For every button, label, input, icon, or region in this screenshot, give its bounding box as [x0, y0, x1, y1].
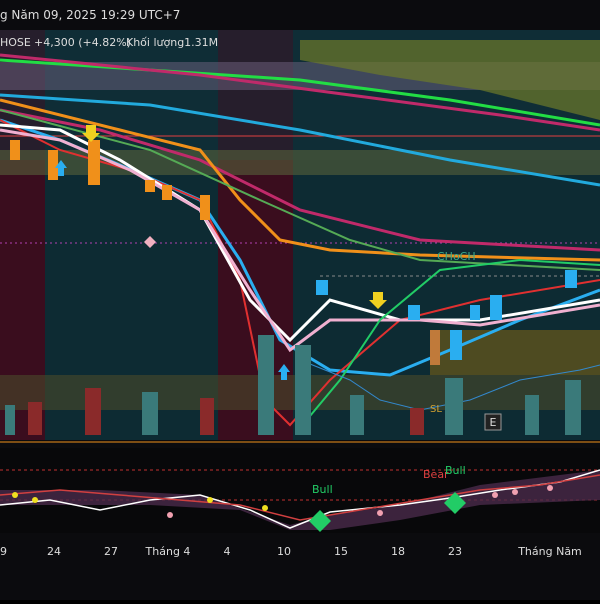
x-tick-label: Tháng Năm	[517, 545, 582, 558]
label-box	[484, 413, 502, 431]
top-bar	[0, 0, 600, 30]
x-tick-label: 4	[224, 545, 231, 558]
indicator-pane: Bull Bear Bull	[0, 448, 600, 533]
x-tick-label: Tháng 4	[145, 545, 191, 558]
annotation: CHoCH	[437, 250, 476, 263]
signal	[309, 510, 331, 532]
ma-line	[299, 258, 600, 429]
ma-line	[0, 109, 600, 271]
exchange: HOSE	[0, 36, 31, 49]
band	[0, 470, 600, 530]
annotation: Bull	[445, 464, 466, 477]
annotation: E	[490, 416, 497, 429]
datetime: g Năm 09, 2025 19:29 UTC+7	[0, 8, 180, 22]
dots	[12, 492, 268, 511]
osc-line	[0, 474, 600, 521]
ma-line	[0, 98, 600, 262]
annotation: Bear	[423, 468, 449, 481]
candles	[10, 125, 577, 380]
osc-line	[0, 469, 600, 529]
x-tick-label: 15	[334, 545, 348, 558]
x-axis: 9 24 27 Tháng 4 4 10 15 18 23 Tháng Năm	[0, 545, 582, 558]
ma-line	[0, 93, 600, 187]
ma-line	[0, 58, 600, 127]
x-tick-label: 23	[448, 545, 462, 558]
signal	[444, 492, 466, 514]
x-tick-label: 24	[47, 545, 61, 558]
annotation: SL	[430, 404, 442, 415]
x-tick-label: 18	[391, 545, 405, 558]
ma-line	[0, 53, 600, 132]
x-tick-label: 9	[0, 545, 7, 558]
x-tick-label: 10	[277, 545, 291, 558]
annotation: Bull	[312, 483, 333, 496]
main-pane: CHoCH SL E	[0, 30, 600, 440]
volume-bars	[5, 335, 581, 435]
dots	[167, 485, 553, 518]
cloud	[300, 40, 600, 120]
ma-line	[0, 108, 600, 252]
x-tick-label: 27	[104, 545, 118, 558]
price-change: +4,300 (+4.82%)	[34, 36, 131, 49]
volume: Khối lượng1.31M	[126, 36, 218, 49]
